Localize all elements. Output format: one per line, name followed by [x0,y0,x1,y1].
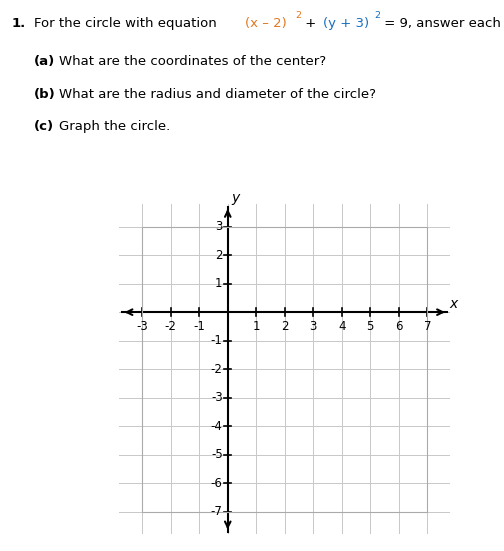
Text: 4: 4 [338,320,346,333]
Text: What are the coordinates of the center?: What are the coordinates of the center? [59,55,327,68]
Text: y: y [231,191,239,206]
Text: -1: -1 [211,334,223,347]
Text: -7: -7 [211,505,223,518]
Text: (x – 2): (x – 2) [245,17,286,30]
Text: +: + [301,17,321,30]
Text: 2: 2 [295,11,301,20]
Text: (y + 3): (y + 3) [323,17,369,30]
Text: 2: 2 [281,320,288,333]
Text: -2: -2 [165,320,177,333]
Text: 1: 1 [215,277,223,290]
Text: Graph the circle.: Graph the circle. [59,120,171,133]
Text: 3: 3 [309,320,317,333]
Text: 1.: 1. [11,17,25,30]
Text: What are the radius and diameter of the circle?: What are the radius and diameter of the … [59,88,376,101]
Text: 7: 7 [423,320,431,333]
Text: x: x [450,297,458,311]
Text: 2: 2 [374,11,380,20]
Text: 6: 6 [395,320,403,333]
Text: 1: 1 [253,320,260,333]
Text: (b): (b) [34,88,56,101]
Text: = 9, answer each question.: = 9, answer each question. [380,17,504,30]
Text: -4: -4 [211,420,223,433]
Text: -5: -5 [211,448,223,461]
Bar [142,226,427,512]
Text: 3: 3 [215,220,223,233]
Text: -6: -6 [211,477,223,490]
Text: (a): (a) [34,55,55,68]
Text: -2: -2 [211,363,223,376]
Text: -3: -3 [211,391,223,404]
Text: -1: -1 [194,320,205,333]
Text: 5: 5 [366,320,374,333]
Text: 2: 2 [215,249,223,262]
Text: (c): (c) [34,120,54,133]
Text: For the circle with equation: For the circle with equation [34,17,221,30]
Text: -3: -3 [137,320,148,333]
